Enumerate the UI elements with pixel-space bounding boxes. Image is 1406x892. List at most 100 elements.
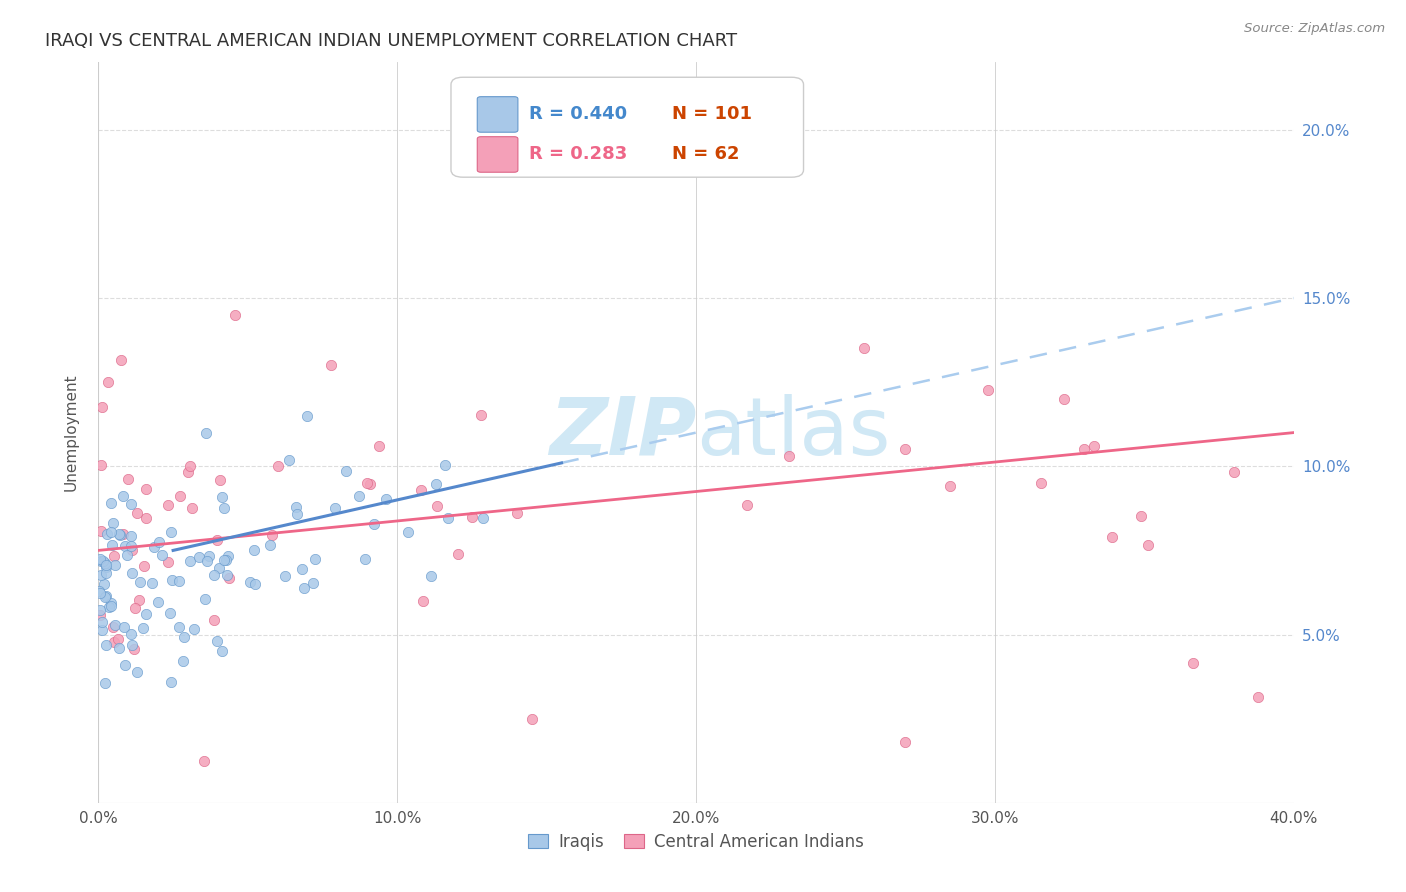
Point	[1031, 475, 1053, 490]
Point	[131, 621, 153, 635]
Point	[167, 574, 190, 588]
Point	[107, 632, 129, 646]
Text: Source: ZipAtlas.com: Source: ZipAtlas.com	[1244, 22, 1385, 36]
Legend: Iraqis, Central American Indians: Iraqis, Central American Indians	[522, 826, 870, 857]
Point	[894, 442, 917, 457]
Point	[1083, 439, 1105, 453]
Point	[506, 507, 529, 521]
Point	[214, 553, 236, 567]
Point	[197, 549, 219, 564]
Point	[90, 458, 112, 472]
Point	[121, 638, 143, 652]
Point	[94, 589, 117, 603]
Point	[285, 500, 308, 514]
Point	[211, 490, 233, 504]
Point	[195, 554, 218, 568]
Point	[211, 644, 233, 658]
Point	[89, 552, 111, 566]
Point	[111, 489, 134, 503]
Point	[367, 439, 389, 453]
Point	[125, 506, 148, 520]
Point	[208, 473, 231, 487]
Point	[112, 620, 135, 634]
Point	[179, 459, 201, 474]
Point	[363, 516, 385, 531]
Point	[103, 620, 125, 634]
Point	[426, 499, 449, 513]
Point	[735, 498, 758, 512]
Point	[110, 528, 132, 542]
Point	[135, 511, 157, 525]
Point	[259, 539, 281, 553]
Point	[319, 359, 342, 373]
Point	[894, 735, 917, 749]
Point	[202, 613, 225, 627]
Point	[335, 464, 357, 478]
Point	[242, 543, 264, 558]
Point	[89, 603, 111, 617]
Point	[425, 476, 447, 491]
Point	[135, 607, 157, 622]
Text: R = 0.440: R = 0.440	[529, 105, 627, 123]
Point	[291, 562, 314, 576]
Point	[96, 526, 118, 541]
Point	[159, 524, 181, 539]
Point	[160, 674, 183, 689]
Point	[121, 542, 143, 557]
Point	[434, 458, 457, 472]
Point	[103, 634, 125, 648]
Point	[260, 528, 283, 542]
Point	[202, 567, 225, 582]
Text: N = 62: N = 62	[672, 145, 740, 163]
Point	[359, 477, 381, 491]
Point	[115, 548, 138, 562]
Point	[94, 559, 117, 574]
Point	[177, 465, 200, 479]
Point	[127, 665, 149, 680]
Point	[97, 375, 120, 389]
Point	[110, 353, 132, 368]
Point	[470, 408, 492, 422]
Point	[89, 607, 111, 622]
Point	[245, 576, 267, 591]
Point	[169, 489, 191, 503]
Point	[208, 560, 231, 574]
Point	[124, 641, 146, 656]
Point	[412, 593, 434, 607]
Point	[104, 618, 127, 632]
Point	[141, 575, 163, 590]
Point	[91, 623, 114, 637]
Point	[217, 549, 239, 563]
Point	[142, 541, 165, 555]
Point	[100, 596, 122, 610]
Point	[492, 156, 515, 170]
Point	[114, 539, 136, 553]
Point	[302, 575, 325, 590]
Text: R = 0.283: R = 0.283	[529, 145, 627, 163]
Point	[224, 308, 246, 322]
Point	[1247, 690, 1270, 704]
Point	[167, 619, 190, 633]
Point	[89, 584, 111, 599]
Point	[217, 568, 239, 582]
Point	[1073, 442, 1095, 456]
Point	[323, 501, 346, 516]
Y-axis label: Unemployment: Unemployment	[65, 374, 79, 491]
Point	[132, 558, 155, 573]
Point	[120, 539, 142, 553]
Point	[304, 551, 326, 566]
Point	[90, 524, 112, 538]
FancyBboxPatch shape	[477, 96, 517, 132]
Point	[520, 712, 543, 726]
Point	[207, 634, 229, 648]
Point	[103, 549, 125, 563]
Point	[93, 577, 115, 591]
Point	[148, 534, 170, 549]
Point	[124, 601, 146, 615]
Point	[98, 600, 121, 615]
Text: ZIP: ZIP	[548, 393, 696, 472]
Point	[295, 409, 318, 423]
Point	[107, 640, 129, 655]
Point	[94, 558, 117, 572]
Point	[120, 528, 142, 542]
